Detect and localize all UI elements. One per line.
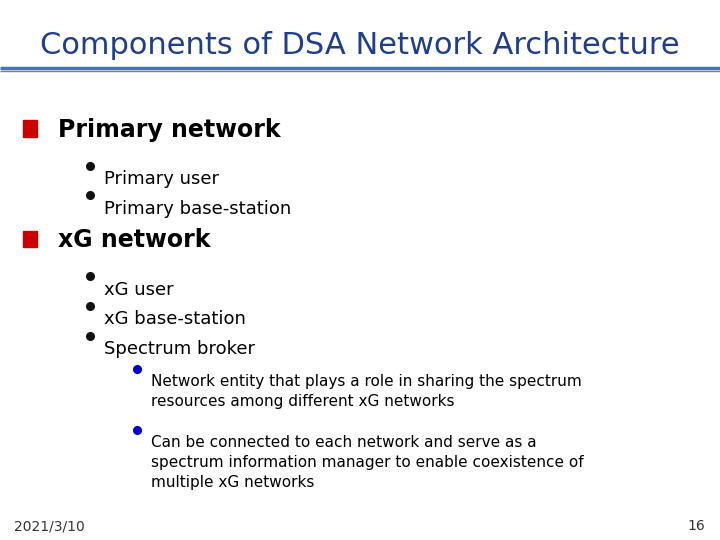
Text: xG base-station: xG base-station xyxy=(104,310,246,328)
Text: Components of DSA Network Architecture: Components of DSA Network Architecture xyxy=(40,31,680,60)
Text: Can be connected to each network and serve as a
spectrum information manager to : Can be connected to each network and ser… xyxy=(151,435,584,490)
Text: 2021/3/10: 2021/3/10 xyxy=(14,519,85,534)
FancyBboxPatch shape xyxy=(23,231,37,247)
Text: xG network: xG network xyxy=(58,228,210,252)
Text: Primary network: Primary network xyxy=(58,118,280,141)
Text: 16: 16 xyxy=(688,519,706,534)
Text: Network entity that plays a role in sharing the spectrum
resources among differe: Network entity that plays a role in shar… xyxy=(151,374,582,409)
Text: Primary user: Primary user xyxy=(104,170,220,188)
FancyBboxPatch shape xyxy=(23,120,37,137)
Text: xG user: xG user xyxy=(104,281,174,299)
Text: Spectrum broker: Spectrum broker xyxy=(104,340,256,358)
Text: Primary base-station: Primary base-station xyxy=(104,200,292,218)
